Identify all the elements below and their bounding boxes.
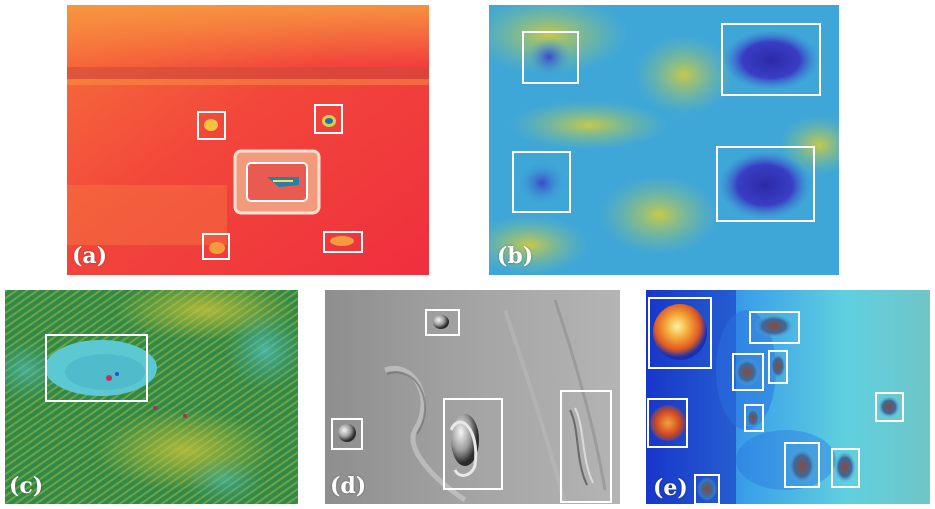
panel-label-e: (e) (653, 475, 688, 501)
box-e-10 (694, 474, 720, 504)
box-d-1 (425, 309, 460, 336)
panel-label-d: (d) (330, 473, 367, 499)
box-e-4 (768, 350, 788, 384)
panel-c-image (5, 290, 298, 504)
panel-b: (b) (489, 5, 839, 275)
panel-d: (d) (325, 290, 620, 504)
panel-label-c: (c) (9, 473, 44, 499)
box-a-3 (202, 233, 230, 260)
panel-e: (e) (646, 290, 930, 504)
box-e-2 (749, 311, 800, 344)
box-e-3 (732, 353, 764, 391)
box-b-2 (721, 23, 821, 96)
box-d-2 (331, 418, 363, 450)
box-e-9 (831, 448, 860, 488)
panel-e-image (646, 290, 930, 504)
box-b-3 (512, 151, 571, 213)
box-a-2 (314, 104, 343, 134)
box-d-3 (443, 398, 503, 490)
box-a-4 (323, 231, 363, 253)
box-d-4 (560, 390, 612, 503)
box-e-1 (648, 297, 712, 369)
box-b-4 (716, 146, 815, 222)
panel-a-image (67, 5, 429, 275)
panel-label-b: (b) (497, 243, 534, 269)
panel-label-a: (a) (72, 243, 108, 269)
box-e-5 (647, 398, 688, 448)
box-e-8 (784, 442, 820, 488)
box-b-1 (522, 31, 579, 84)
panel-c: (c) (5, 290, 298, 504)
panel-a: (a) (67, 5, 429, 275)
panel-d-image (325, 290, 620, 504)
box-e-7 (875, 392, 904, 422)
box-c-1 (45, 334, 148, 402)
box-e-6 (744, 404, 764, 432)
box-a-1 (197, 111, 226, 140)
